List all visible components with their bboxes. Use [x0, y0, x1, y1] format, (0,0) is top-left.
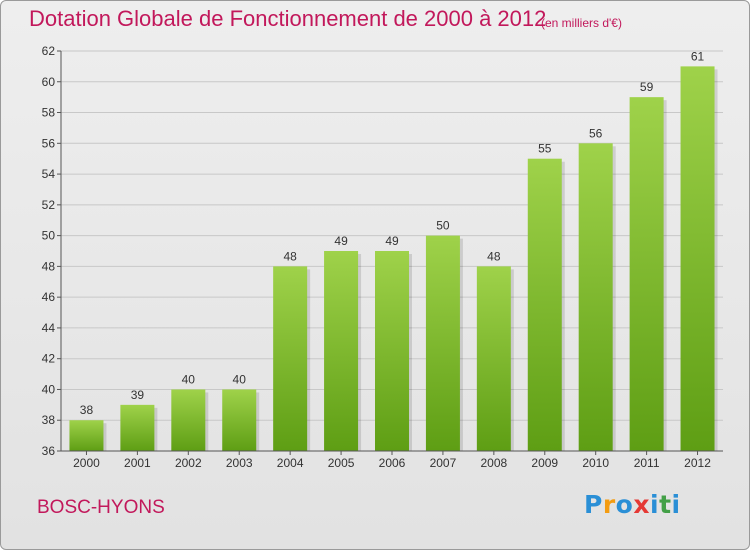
bar	[527, 158, 562, 451]
data-label: 48	[487, 249, 501, 263]
bar	[120, 404, 155, 451]
commune-name: BOSC-HYONS	[37, 497, 165, 518]
bars: 38 39 40 40 48 49 49 50 48 55 56 59 61	[69, 49, 718, 452]
bar	[273, 266, 308, 451]
data-label: 38	[80, 403, 94, 417]
x-tick-label: 2008	[480, 456, 507, 470]
chart-subtitle: (en milliers d'€)	[541, 16, 622, 30]
data-label: 59	[640, 80, 654, 94]
x-tick-label: 2000	[73, 456, 100, 470]
data-label: 40	[233, 372, 247, 386]
data-label: 61	[691, 49, 705, 63]
bar	[324, 251, 359, 451]
data-label: 48	[283, 249, 297, 263]
y-tick-label: 62	[42, 44, 56, 58]
y-tick-label: 60	[42, 75, 56, 89]
y-tick-label: 36	[42, 444, 56, 458]
bar	[476, 266, 511, 451]
data-label: 39	[131, 388, 145, 402]
x-tick-label: 2012	[684, 456, 711, 470]
bar	[425, 235, 460, 451]
y-tick-label: 40	[42, 382, 56, 396]
y-tick-label: 46	[42, 290, 56, 304]
x-tick-label: 2007	[430, 456, 457, 470]
data-label: 49	[334, 234, 348, 248]
logo-letter: i	[671, 490, 681, 519]
x-tick-label: 2006	[379, 456, 406, 470]
bar	[578, 143, 613, 452]
chart-title: Dotation Globale de Fonctionnement de 20…	[29, 6, 547, 31]
bar	[629, 97, 664, 452]
data-label: 56	[589, 126, 603, 140]
data-label: 40	[182, 372, 196, 386]
data-label: 49	[385, 234, 399, 248]
x-tick-label: 2005	[328, 456, 355, 470]
bar	[680, 66, 715, 451]
axes: 36 38 40 42 44 46 48 50 52 54 56 58 60 62 2000 2001 2002…	[42, 44, 723, 470]
logo-letter: i	[650, 490, 660, 519]
y-tick-label: 54	[42, 167, 56, 181]
y-tick-label: 42	[42, 352, 56, 366]
bar	[375, 251, 409, 451]
y-tick-label: 56	[42, 136, 56, 150]
x-tick-label: 2010	[582, 456, 609, 470]
bar	[171, 389, 206, 451]
x-tick-label: 2009	[531, 456, 558, 470]
logo-letter: r	[602, 490, 616, 519]
y-tick-label: 44	[42, 321, 56, 335]
y-tick-label: 50	[42, 229, 56, 243]
proxiti-logo: Proxiti	[584, 490, 681, 519]
data-label: 55	[538, 142, 552, 156]
logo-letter: t	[659, 490, 672, 519]
x-tick-label: 2004	[277, 456, 304, 470]
bar	[69, 420, 104, 451]
x-tick-label: 2001	[124, 456, 151, 470]
y-tick-label: 38	[42, 413, 56, 427]
x-tick-label: 2003	[226, 456, 253, 470]
data-label: 50	[436, 219, 450, 233]
bar	[222, 389, 257, 451]
x-tick-label: 2002	[175, 456, 202, 470]
y-tick-label: 58	[42, 106, 56, 120]
logo-letter: x	[633, 490, 650, 519]
y-tick-label: 48	[42, 259, 56, 273]
logo-letter: o	[615, 490, 634, 519]
logo-letter: P	[584, 490, 603, 519]
y-tick-label: 52	[42, 198, 56, 212]
x-tick-label: 2011	[634, 456, 660, 470]
